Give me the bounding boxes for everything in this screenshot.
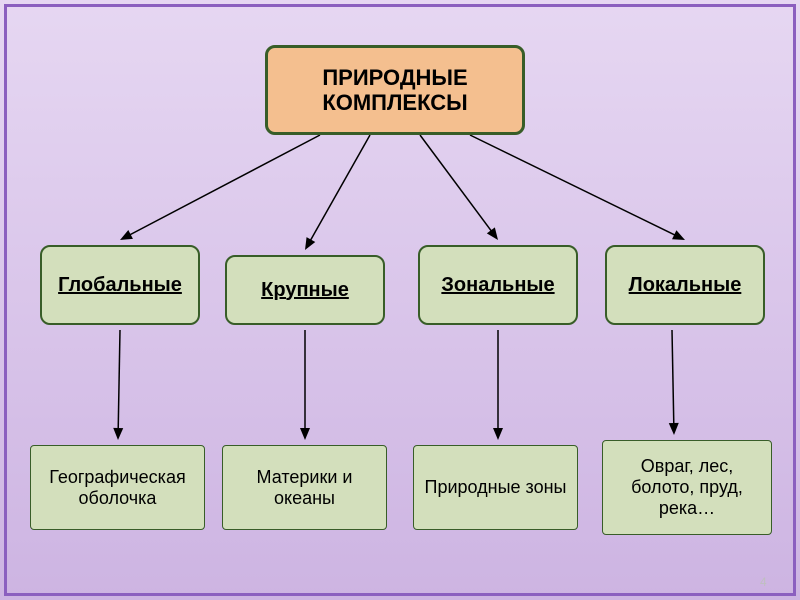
node-cat3: Зональные [418, 245, 578, 325]
node-cat1: Глобальные [40, 245, 200, 325]
node-cat1-label: Глобальные [42, 270, 198, 301]
node-root-label: ПРИРОДНЫЕ КОМПЛЕКСЫ [268, 61, 522, 120]
node-ex2-label: Материки и океаны [223, 463, 386, 512]
node-ex2: Материки и океаны [222, 445, 387, 530]
node-ex3-label: Природные зоны [414, 473, 577, 502]
node-ex4: Овраг, лес, болото, пруд, река… [602, 440, 772, 535]
node-ex1-label: Географическая оболочка [31, 463, 204, 512]
node-ex4-label: Овраг, лес, болото, пруд, река… [603, 452, 771, 522]
slide-canvas: 4 ПРИРОДНЫЕ КОМПЛЕКСЫ Глобальные Крупные Зо… [0, 0, 800, 600]
page-number: 4 [760, 575, 767, 589]
node-cat4: Локальные [605, 245, 765, 325]
node-root: ПРИРОДНЫЕ КОМПЛЕКСЫ [265, 45, 525, 135]
node-cat2: Крупные [225, 255, 385, 325]
node-cat4-label: Локальные [607, 270, 763, 301]
node-ex1: Географическая оболочка [30, 445, 205, 530]
node-cat3-label: Зональные [420, 270, 576, 301]
node-cat2-label: Крупные [227, 275, 383, 306]
node-ex3: Природные зоны [413, 445, 578, 530]
